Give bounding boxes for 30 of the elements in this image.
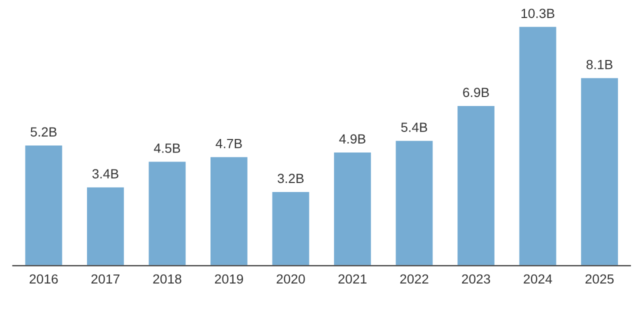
bar bbox=[24, 144, 64, 266]
bar bbox=[580, 76, 620, 266]
data-label: 8.1B bbox=[586, 60, 612, 70]
data-label: 3.2B bbox=[278, 174, 304, 184]
bar bbox=[456, 104, 496, 266]
bar bbox=[332, 151, 372, 266]
data-label: 6.9B bbox=[463, 88, 489, 98]
bar bbox=[270, 190, 311, 266]
x-tick-label: 2023 bbox=[462, 274, 490, 284]
bar bbox=[209, 156, 249, 266]
x-tick-label: 2020 bbox=[276, 274, 305, 284]
bar bbox=[518, 26, 558, 266]
x-tick-label: 2024 bbox=[524, 274, 552, 284]
data-label: 4.9B bbox=[339, 134, 366, 144]
data-label: 4.7B bbox=[216, 139, 242, 148]
data-label: 5.2B bbox=[30, 127, 57, 137]
data-label: 5.4B bbox=[401, 122, 428, 132]
data-label: 3.4B bbox=[92, 169, 118, 178]
bar bbox=[147, 160, 188, 266]
bar bbox=[394, 139, 434, 266]
x-tick-label: 2021 bbox=[338, 274, 367, 284]
x-tick-label: 2019 bbox=[214, 274, 244, 284]
x-tick-label: 2018 bbox=[153, 274, 182, 284]
x-tick-label: 2017 bbox=[91, 274, 120, 284]
x-tick-label: 2016 bbox=[30, 274, 58, 284]
data-label: 4.5B bbox=[154, 144, 180, 153]
x-tick-label: 2025 bbox=[586, 274, 614, 284]
bar bbox=[86, 186, 126, 266]
data-label: 10.3B bbox=[522, 8, 554, 18]
x-tick-label: 2022 bbox=[400, 274, 428, 284]
